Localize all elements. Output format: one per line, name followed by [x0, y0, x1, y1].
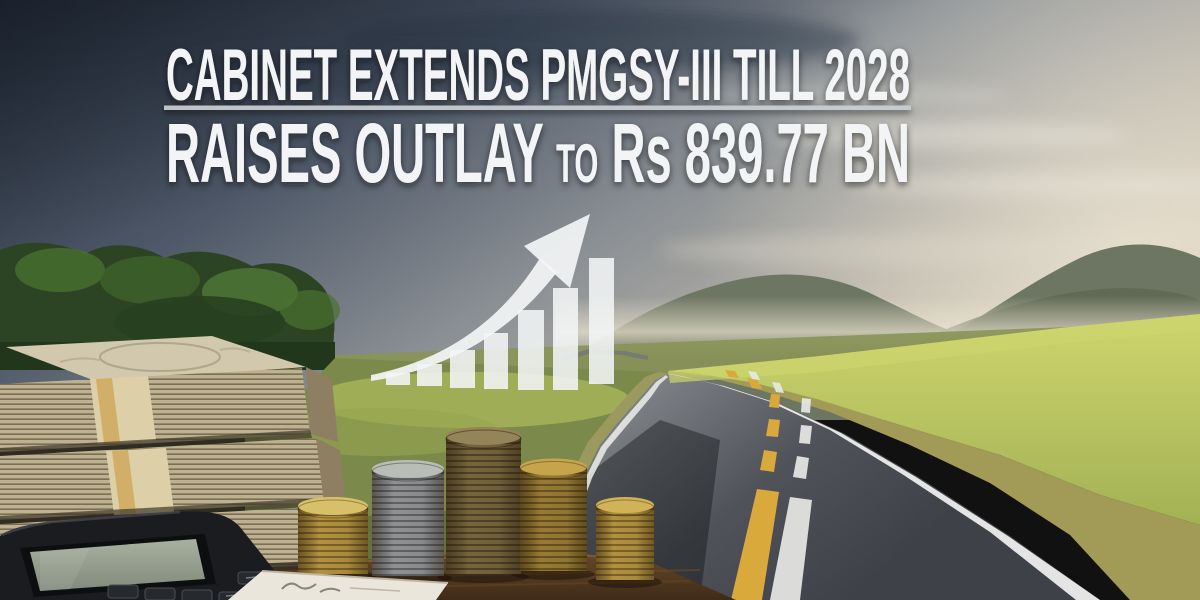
corn-field	[668, 314, 1200, 525]
growth-bars	[386, 258, 614, 390]
sky	[0, 0, 1200, 420]
coin-stack-2	[371, 460, 445, 576]
calculator-display	[30, 539, 205, 591]
growth-bar	[553, 288, 578, 390]
headline-line2-part2: Rs 839.77 BN	[598, 106, 910, 200]
headline: CABINET EXTENDS PMGSY-III TILL 2028 RAIS…	[164, 35, 911, 200]
right-shoulder	[668, 372, 1200, 600]
headline-line2-to: TO	[556, 132, 598, 194]
yellow-center-line	[725, 370, 780, 600]
growth-bar	[589, 258, 614, 384]
growth-bar	[484, 333, 508, 389]
right-edge-line	[667, 373, 1100, 600]
coin-stack-5	[595, 497, 655, 580]
trees	[0, 242, 340, 370]
growth-bar	[518, 310, 544, 390]
coin-stack-3	[445, 427, 522, 574]
growth-bar	[417, 364, 442, 386]
far-road-bend	[560, 349, 648, 361]
coin-stack-1	[297, 497, 369, 574]
headline-line2-part1: RAISES OUTLAY	[166, 106, 556, 200]
coin-stacks	[290, 427, 662, 588]
headline-line1: CABINET EXTENDS PMGSY-III TILL 2028	[166, 35, 910, 116]
white-center-line	[748, 371, 812, 600]
calculator	[0, 510, 298, 600]
growth-bar	[450, 350, 475, 388]
trend-arrow-up-icon	[371, 214, 590, 381]
coin-stack-4	[519, 458, 588, 571]
headline-line2: RAISES OUTLAY TO Rs 839.77 BN	[166, 106, 910, 200]
note-paper	[228, 570, 449, 600]
headline-underline	[164, 105, 911, 110]
